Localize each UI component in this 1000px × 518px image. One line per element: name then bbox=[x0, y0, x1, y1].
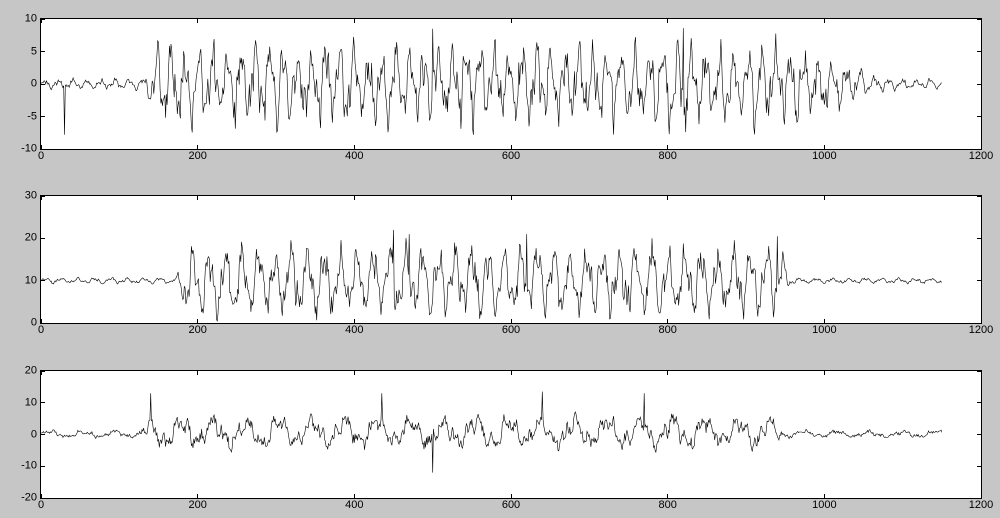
ytick-label: 0 bbox=[31, 79, 41, 90]
xtick-label: 0 bbox=[38, 498, 44, 511]
xtick-label: 200 bbox=[188, 498, 206, 511]
xtick-label: 200 bbox=[188, 149, 206, 162]
ytick-label: 10 bbox=[25, 397, 41, 408]
panel-3: -20-1001020020040060080010001200 bbox=[40, 370, 982, 499]
panel-2: 0102030020040060080010001200 bbox=[40, 195, 982, 324]
xtick-label: 600 bbox=[502, 323, 520, 336]
ytick-label: -10 bbox=[21, 461, 41, 472]
figure-panel: { "figure": { "width": 1000, "height": 5… bbox=[0, 0, 1000, 518]
xtick-label: 1000 bbox=[812, 149, 836, 162]
xtick-label: 200 bbox=[188, 323, 206, 336]
panel-1-trace bbox=[41, 19, 981, 149]
ytick-label: 0 bbox=[31, 429, 41, 440]
panel-2-trace bbox=[41, 196, 981, 323]
xtick-label: 800 bbox=[658, 149, 676, 162]
xtick-label: 1200 bbox=[969, 149, 993, 162]
panel-1: -10-50510020040060080010001200 bbox=[40, 18, 982, 150]
xtick-label: 600 bbox=[502, 498, 520, 511]
xtick-label: 1000 bbox=[812, 498, 836, 511]
xtick-label: 1000 bbox=[812, 323, 836, 336]
xtick-label: 1200 bbox=[969, 498, 993, 511]
xtick-label: 0 bbox=[38, 149, 44, 162]
ytick-label: -5 bbox=[27, 111, 41, 122]
ytick-label: 30 bbox=[25, 191, 41, 202]
xtick-label: 0 bbox=[38, 323, 44, 336]
xtick-label: 400 bbox=[345, 498, 363, 511]
xtick-label: 400 bbox=[345, 323, 363, 336]
xtick-label: 400 bbox=[345, 149, 363, 162]
ytick-label: 20 bbox=[25, 366, 41, 377]
xtick-label: 600 bbox=[502, 149, 520, 162]
xtick-label: 800 bbox=[658, 498, 676, 511]
panel-3-trace bbox=[41, 371, 981, 498]
xtick-label: 1200 bbox=[969, 323, 993, 336]
ytick-label: 20 bbox=[25, 233, 41, 244]
ytick-label: 5 bbox=[31, 46, 41, 57]
xtick-label: 800 bbox=[658, 323, 676, 336]
ytick-label: 10 bbox=[25, 275, 41, 286]
ytick-label: 10 bbox=[25, 14, 41, 25]
